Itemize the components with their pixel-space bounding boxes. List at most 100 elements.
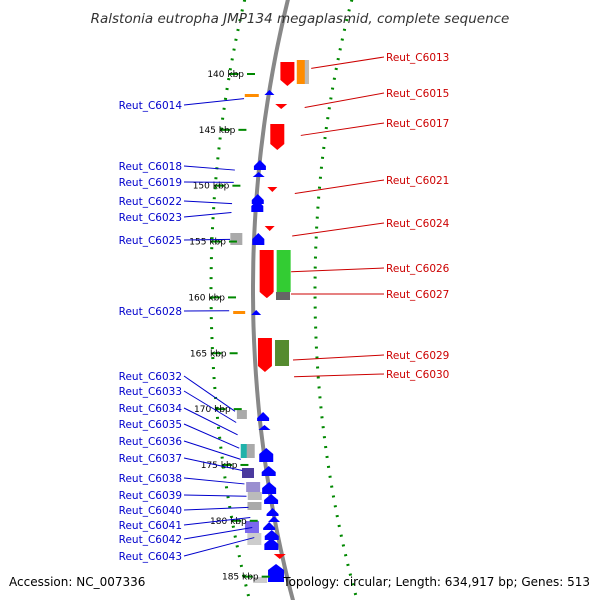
label-leader-left xyxy=(183,457,243,472)
scale-label: 170 kbp xyxy=(194,405,231,415)
map-title: Ralstonia eutropha JMP134 megaplasmid, c… xyxy=(91,11,510,27)
gene-label-right: Reut_C6015 xyxy=(386,88,449,100)
label-leader-left xyxy=(183,537,255,557)
label-leader-left xyxy=(183,375,236,412)
gene-label-left: Reut_C6032 xyxy=(119,371,182,383)
reverse-feature-box xyxy=(230,233,243,245)
label-leader-right xyxy=(304,92,385,109)
reverse-gene-arrow xyxy=(251,194,264,204)
reverse-feature-box xyxy=(247,502,262,510)
reverse-gene-arrow xyxy=(266,508,279,516)
gene-label-left: Reut_C6037 xyxy=(119,453,182,465)
guide-track-inner xyxy=(313,0,359,600)
label-leader-left xyxy=(183,506,249,511)
gene-label-right: Reut_C6026 xyxy=(386,263,450,275)
topology-text: Topology: circular; Length: 634,917 bp; … xyxy=(282,575,590,589)
gene-label-left: Reut_C6022 xyxy=(119,196,182,208)
gene-label-left: Reut_C6019 xyxy=(119,177,182,189)
forward-gene-marker xyxy=(261,293,274,298)
label-leader-left xyxy=(183,516,251,526)
reverse-gene-arrow xyxy=(261,466,276,476)
label-leader-left xyxy=(183,477,245,485)
label-leader-right xyxy=(294,179,385,195)
gene-label-left: Reut_C6040 xyxy=(119,505,182,517)
label-leader-left xyxy=(183,390,237,423)
label-leader-left xyxy=(183,494,247,497)
gene-label-left: Reut_C6041 xyxy=(119,520,182,532)
reverse-feature-box xyxy=(236,410,247,419)
reverse-gene-arrow xyxy=(252,233,265,245)
forward-gene-marker xyxy=(273,554,286,559)
gene-label-right: Reut_C6021 xyxy=(386,175,449,187)
gene-label-right: Reut_C6024 xyxy=(386,218,450,230)
label-leader-right xyxy=(294,373,385,378)
scale-label: 140 kbp xyxy=(207,70,244,80)
reverse-feature-box xyxy=(247,492,262,500)
label-leaders xyxy=(183,56,385,557)
label-leader-right xyxy=(291,267,385,273)
scale-label: 145 kbp xyxy=(199,126,236,136)
scale-label: 155 kbp xyxy=(189,238,226,248)
label-leader-right xyxy=(311,56,385,69)
gene-label-right: Reut_C6017 xyxy=(386,118,449,130)
reverse-gene-arrow xyxy=(268,516,281,522)
reverse-gene-arrow xyxy=(251,200,264,212)
gene-label-left: Reut_C6039 xyxy=(119,490,182,502)
scale-label: 160 kbp xyxy=(188,293,225,303)
reverse-gene-marker xyxy=(252,172,265,177)
scale-label: 180 kbp xyxy=(210,517,247,527)
reverse-feature-box xyxy=(247,533,262,545)
gene-label-left: Reut_C6038 xyxy=(119,473,182,485)
label-leader-right xyxy=(292,222,385,237)
reverse-gene-arrow xyxy=(263,522,276,530)
gene-label-right: Reut_C6013 xyxy=(386,52,449,64)
forward-feature-box xyxy=(276,292,291,300)
label-leader-right xyxy=(300,122,385,136)
forward-gene-arrow xyxy=(257,338,272,372)
gene-label-left: Reut_C6034 xyxy=(119,403,183,415)
gene-label-left: Reut_C6033 xyxy=(119,386,182,398)
reverse-gene-arrow xyxy=(268,564,285,582)
forward-gene-marker xyxy=(264,226,275,231)
reverse-gene-arrow xyxy=(264,530,279,540)
forward-gene-arrow xyxy=(270,124,285,150)
reverse-gene-arrow xyxy=(262,482,277,494)
forward-feature-box xyxy=(276,250,291,292)
gene-label-right: Reut_C6027 xyxy=(386,289,449,301)
gene-label-right: Reut_C6030 xyxy=(386,369,449,381)
scale-label: 150 kbp xyxy=(193,182,230,192)
forward-gene-marker xyxy=(275,104,288,109)
reverse-feature-box xyxy=(246,482,261,492)
gene-label-left: Reut_C6028 xyxy=(119,306,182,318)
reverse-gene-arrow xyxy=(253,160,266,170)
label-leader-left xyxy=(183,212,232,218)
forward-feature-box xyxy=(304,60,309,84)
label-leader-left xyxy=(183,527,253,540)
feature-tracks xyxy=(230,60,309,583)
reverse-feature-box xyxy=(244,94,259,97)
scale-label: 165 kbp xyxy=(190,349,227,359)
label-leader-left xyxy=(183,407,238,436)
reverse-feature-box xyxy=(253,577,268,583)
reverse-gene-arrow xyxy=(264,494,279,504)
scale-label: 185 kbp xyxy=(222,573,259,583)
gene-label-left: Reut_C6043 xyxy=(119,551,182,563)
forward-feature-box xyxy=(275,340,290,366)
gene-labels: Reut_C6014 Reut_C6018 Reut_C6019 Reut_C6022… xyxy=(119,52,450,563)
forward-gene-marker xyxy=(267,187,278,192)
reverse-feature-box xyxy=(242,468,255,478)
reverse-gene-marker xyxy=(258,425,271,430)
gene-label-left: Reut_C6025 xyxy=(119,235,182,247)
label-leader-left xyxy=(183,238,231,241)
gene-label-left: Reut_C6018 xyxy=(119,161,182,173)
reverse-gene-marker xyxy=(251,310,262,315)
label-leader-left xyxy=(183,200,233,205)
gene-label-left: Reut_C6014 xyxy=(119,100,183,112)
reverse-feature-box xyxy=(233,311,246,314)
reverse-gene-arrow xyxy=(259,448,274,462)
forward-gene-arrow xyxy=(280,62,295,86)
reverse-gene-arrow xyxy=(257,412,270,421)
reverse-feature-box xyxy=(240,444,249,458)
gene-label-left: Reut_C6035 xyxy=(119,419,182,431)
